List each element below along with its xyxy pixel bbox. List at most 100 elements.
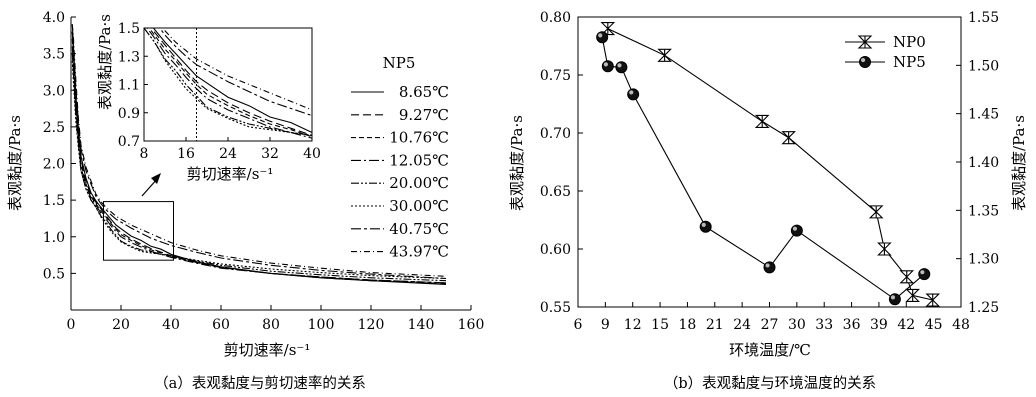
chart-a-inset-x-tick-label: 8 (140, 146, 149, 162)
chart-b-point-ball (615, 61, 628, 74)
chart-b-point-ball (601, 60, 614, 73)
chart-a-y-tick-label: 3.0 (43, 83, 65, 99)
chart-a-legend-label: 12.05℃ (389, 151, 449, 169)
chart-a-inset-x-tick-label: 16 (177, 146, 195, 162)
chart-b-y2-tick-label: 1.30 (968, 252, 999, 268)
chart-a-x-tick-label: 0 (67, 317, 76, 333)
chart-a-x-tick-label: 80 (262, 317, 280, 333)
chart-b-y-tick-label: 0.60 (540, 242, 571, 258)
ball-highlight (603, 62, 608, 67)
chart-b-legend-label: NP0 (893, 33, 926, 51)
chart-a-inset-y-tick-label: 0.7 (118, 134, 140, 150)
chart-b-legend-marker (859, 56, 871, 68)
chart-b-point-ball (888, 293, 901, 306)
chart-b-x-tick-label: 33 (815, 317, 833, 333)
ball-fill (918, 268, 931, 281)
chart-b-y-tick-label: 0.75 (540, 68, 571, 84)
chart-a-series-line (71, 60, 447, 280)
chart-b-xlabel: 环境温度/℃ (729, 341, 811, 359)
chart-a-ylabel: 表观黏度/Pa·s (6, 115, 24, 211)
chart-b-x-tick-label: 36 (843, 317, 861, 333)
chart-b: 6 9 12 15 18 21 24 27 30 33 36 39 42 45 48 0.55 0.60 0.6… (508, 10, 1028, 392)
chart-a-inset: 8 16 24 32 40 0.7 0.9 1.1 1.3 1.5 剪切速率/s⁻¹ 表观黏度/… (96, 14, 321, 183)
chart-a-legend-title: NP5 (383, 54, 416, 72)
ball-highlight (920, 270, 925, 275)
ball-fill (888, 293, 901, 306)
chart-a-y-tick-label: 4.0 (43, 10, 65, 26)
chart-b-point-hourglass (899, 270, 915, 284)
chart-b-x-tick-label: 18 (679, 317, 697, 333)
chart-b-y2label: 表观黏度/Pa·s (1010, 115, 1028, 211)
chart-a-legend-label: 20.00℃ (389, 174, 449, 192)
ball-highlight (765, 263, 770, 268)
chart-b-point-ball (763, 261, 776, 274)
chart-b-x-tick-label: 21 (706, 317, 724, 333)
chart-a-x-tick-label: 120 (358, 317, 385, 333)
chart-a-y-tick-label: 0.5 (43, 266, 65, 282)
chart-a-inset-x-tick-label: 24 (219, 146, 237, 162)
chart-a-x-tick-label: 20 (112, 317, 130, 333)
chart-a-series-line (71, 31, 447, 280)
chart-b-caption: （b）表观黏度与环境温度的关系 (664, 374, 876, 392)
chart-b-x-ticks: 6 9 12 15 18 21 24 27 30 33 36 39 42 45 48 (574, 302, 970, 333)
chart-a-legend-label: 30.00℃ (389, 197, 449, 215)
chart-a: 0 20 40 60 80 100 120 140 160 0.5 1.0 1.5 2.0 2.5 3.0… (6, 10, 485, 392)
chart-a-zoom-arrowhead (151, 173, 161, 184)
chart-a-inset-series-line (150, 28, 312, 136)
chart-a-inset-x-ticks: 8 16 24 32 40 (140, 137, 321, 162)
chart-a-inset-series (144, 28, 312, 139)
chart-b-x-tick-label: 42 (897, 317, 915, 333)
chart-b-y2-tick-label: 1.45 (968, 107, 999, 123)
ball-fill (763, 261, 776, 274)
chart-a-inset-y-tick-label: 1.1 (118, 78, 140, 94)
chart-b-series-line (601, 37, 925, 300)
chart-a-inset-ylabel: 表观黏度/Pa·s (96, 14, 114, 110)
chart-b-y2-tick-label: 1.50 (968, 58, 999, 74)
ball-highlight (792, 226, 798, 231)
chart-a-legend-label: 8.65℃ (399, 83, 449, 101)
ball-highlight (890, 295, 896, 300)
chart-b-y-tick-label: 0.65 (540, 184, 571, 200)
chart-b-y2-tick-label: 1.40 (968, 155, 999, 171)
chart-a-series (71, 24, 447, 285)
chart-a-inset-y-tick-label: 0.9 (118, 106, 140, 122)
chart-a-x-tick-label: 40 (162, 317, 180, 333)
chart-a-legend-label: 43.97℃ (389, 243, 449, 261)
chart-b-legend-label: NP5 (893, 53, 926, 71)
chart-b-point-ball (699, 220, 712, 233)
ball-fill (790, 224, 803, 237)
chart-a-x-ticks: 0 20 40 60 80 100 120 140 160 (67, 305, 485, 333)
chart-b-y-ticks: 0.55 0.60 0.65 0.70 0.75 0.80 (540, 10, 583, 316)
chart-b-point-hourglass (754, 114, 770, 128)
ball-fill (596, 31, 609, 44)
chart-a-y-tick-label: 3.5 (43, 47, 65, 63)
chart-b-x-tick-label: 30 (788, 317, 806, 333)
ball-fill (699, 220, 712, 233)
chart-b-x-tick-label: 48 (952, 317, 970, 333)
chart-a-inset-frame (143, 27, 313, 142)
chart-a-caption: （a）表观黏度与剪切速率的关系 (154, 374, 366, 392)
chart-b-point-ball (596, 31, 609, 44)
ball-highlight (629, 90, 634, 95)
chart-a-zoom-box (103, 201, 174, 261)
ball-fill (601, 60, 614, 73)
chart-b-legend-marker (857, 35, 873, 49)
chart-b-x-tick-label: 15 (651, 317, 669, 333)
chart-b-x-tick-label: 12 (624, 317, 642, 333)
chart-b-point-ball (627, 88, 640, 101)
chart-a-inset-y-ticks: 0.7 0.9 1.1 1.3 1.5 (118, 21, 148, 150)
chart-b-x-tick-label: 9 (601, 317, 610, 333)
chart-a-x-tick-label: 160 (458, 317, 485, 333)
chart-b-x-tick-label: 45 (925, 317, 943, 333)
chart-a-inset-series-line (146, 28, 312, 139)
chart-a-legend-label: 40.75℃ (389, 220, 449, 238)
chart-a-inset-xlabel: 剪切速率/s⁻¹ (187, 165, 274, 183)
ball-highlight (860, 57, 866, 63)
chart-b-point-hourglass (877, 242, 892, 256)
chart-a-y-tick-label: 1.0 (43, 230, 65, 246)
chart-a-legend-label: 10.76℃ (389, 129, 449, 147)
chart-b-x-tick-label: 6 (574, 317, 583, 333)
ball-highlight (598, 33, 603, 38)
chart-a-x-tick-label: 60 (212, 317, 230, 333)
